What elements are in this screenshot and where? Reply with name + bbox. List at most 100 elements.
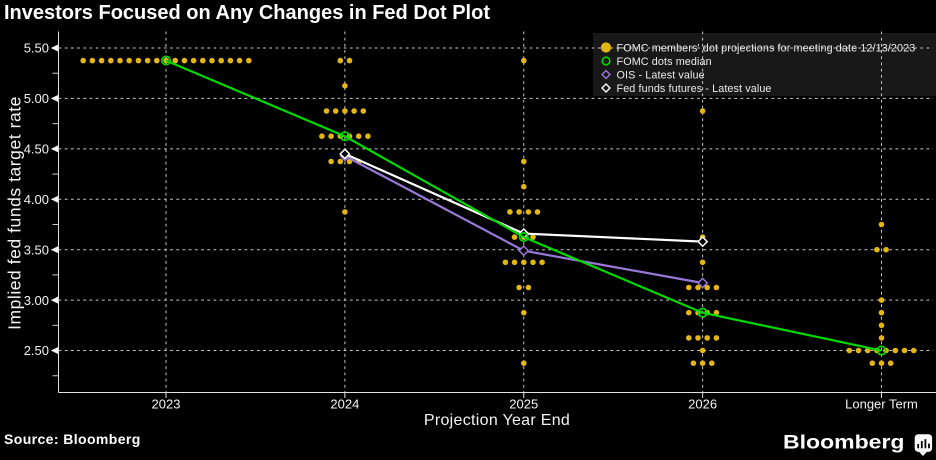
x-tick-label: Longer Term	[845, 397, 918, 412]
y-tick-arrow	[50, 346, 59, 355]
x-tick-label: 2024	[330, 397, 359, 412]
fomc-dot	[516, 284, 522, 291]
legend-swatch-ois	[601, 69, 611, 80]
fomc-dot	[910, 347, 917, 354]
median-marker	[697, 307, 708, 318]
fomc-dot	[89, 57, 96, 64]
fomc-dot	[699, 347, 706, 354]
fomc-dot	[342, 209, 348, 215]
fomc-dot	[516, 209, 522, 215]
legend-swatch-futures	[601, 83, 611, 93]
legend-label: Fed funds futures - Latest value	[617, 83, 772, 95]
bloomberg-wordmark: Bloomberg	[783, 432, 905, 454]
fomc-dot	[355, 133, 362, 139]
fomc-dot	[337, 158, 344, 165]
y-tick-arrow	[50, 44, 59, 52]
fomc-dot	[878, 221, 885, 228]
y-tick-label: 4.00	[24, 192, 49, 207]
fomc-dot	[539, 259, 545, 266]
fomc-dot	[521, 360, 527, 367]
fomc-dot	[351, 108, 357, 114]
fomc-dot	[686, 284, 692, 291]
y-tick-arrow	[50, 145, 59, 153]
fomc-dot	[686, 309, 692, 316]
fomc-dot	[713, 309, 720, 316]
fomc-dot	[507, 209, 513, 215]
fomc-dot	[878, 360, 885, 367]
fomc-dot	[699, 108, 706, 114]
fomc-dot	[80, 57, 86, 64]
fomc-dot	[704, 335, 710, 341]
fomc-dot	[511, 234, 518, 240]
fomc-dot	[525, 284, 532, 291]
x-tick-label: 2026	[688, 397, 717, 412]
y-tick-label: 3.00	[24, 293, 49, 308]
bar-chart-speech-bubble-icon	[914, 434, 933, 456]
fomc-dot	[144, 57, 151, 64]
fomc-dot	[690, 360, 697, 367]
fomc-dot	[319, 133, 325, 139]
fomc-dot	[855, 347, 862, 354]
fomc-dot	[181, 57, 188, 64]
y-tick-label: 5.00	[24, 91, 49, 106]
y-tick-arrow	[50, 246, 59, 254]
y-tick-arrow	[50, 195, 59, 203]
fomc-dot	[695, 335, 701, 341]
icon-bubble-tail	[919, 451, 927, 456]
fomc-dot	[154, 57, 160, 64]
fomc-dot	[332, 108, 339, 114]
fomc-dot	[328, 158, 334, 165]
x-tick-label: 2023	[152, 397, 181, 412]
legend-label: OIS - Latest value	[617, 69, 705, 81]
fomc-dot	[521, 259, 527, 266]
fomc-dot	[360, 108, 367, 114]
median-marker	[876, 345, 887, 356]
y-axis-title: Implied fed funds target rate	[4, 96, 25, 330]
fomc-dot	[172, 57, 178, 64]
x-axis-title: Projection Year End	[423, 412, 571, 429]
icon-bar	[920, 441, 923, 449]
legend-swatch-median	[601, 56, 611, 66]
fomc-dot	[530, 259, 536, 266]
fomc-dot	[209, 57, 215, 64]
fomc-dot	[864, 347, 871, 354]
fomc-dot	[699, 360, 706, 367]
fomc-dot	[502, 259, 509, 266]
fomc-dot	[713, 335, 720, 341]
fomc-dot	[534, 209, 541, 215]
fomc-dot	[342, 108, 348, 114]
fomc-dot	[135, 57, 142, 64]
fomc-dot	[869, 360, 876, 367]
median-marker	[160, 55, 172, 66]
fomc-dot	[346, 57, 353, 64]
legend-swatch-fomc-dots	[600, 42, 612, 53]
fomc-dot	[878, 322, 885, 329]
fomc-dot	[713, 284, 720, 291]
fomc-dot	[108, 57, 114, 64]
fomc-dot	[337, 57, 344, 64]
y-tick-arrow	[50, 296, 59, 304]
fomc-dot	[525, 209, 532, 215]
fomc-dot	[227, 57, 234, 64]
fomc-dot	[218, 57, 224, 64]
fomc-dot	[117, 57, 123, 64]
median-marker	[339, 131, 350, 142]
fomc-dot	[126, 57, 132, 64]
fomc-dot	[686, 335, 692, 341]
fomc-dot	[892, 347, 899, 354]
legend-label: FOMC members' dot projections for meetin…	[617, 42, 916, 54]
fomc-dot	[323, 108, 330, 114]
fomc-dot	[98, 57, 105, 64]
fomc-dot	[200, 57, 206, 64]
y-tick-label: 3.50	[24, 242, 49, 257]
fomc-dot	[511, 259, 518, 266]
fomc-dot	[846, 347, 853, 354]
fomc-dot	[709, 360, 715, 367]
icon-bar	[917, 444, 920, 449]
fomc-dot	[190, 57, 197, 64]
y-tick-arrow	[50, 94, 59, 103]
chart-title: Investors Focused on Any Changes in Fed …	[4, 2, 490, 24]
futures-marker	[339, 148, 351, 160]
legend-label: FOMC dots median	[617, 56, 712, 68]
